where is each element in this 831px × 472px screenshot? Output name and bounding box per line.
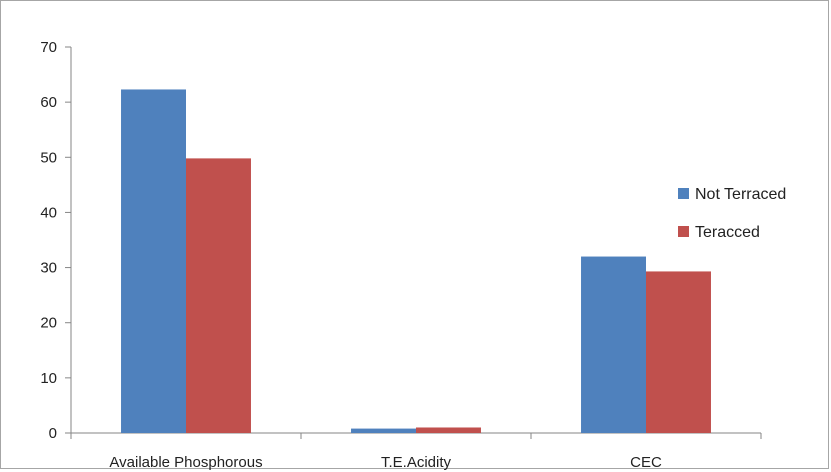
bar [351,428,416,433]
y-tick-label: 10 [40,370,57,387]
bar [121,89,186,434]
y-tick-label: 50 [40,149,57,166]
y-tick-label: 0 [49,425,57,442]
legend-swatch [678,226,689,237]
y-tick-label: 30 [40,260,57,277]
legend-label: Teracced [695,224,760,241]
x-tick-label: CEC [630,454,662,471]
bar [416,427,481,433]
x-tick-labels: Available Phosphorous T.E.Acidity CEC [109,454,662,471]
bar [646,271,711,433]
y-tick-labels: 0 10 20 30 40 50 60 70 [40,39,57,442]
y-tick-label: 70 [40,39,57,56]
legend-swatch [678,188,689,199]
x-tick-label: Available Phosphorous [109,454,262,471]
bar [581,256,646,433]
bars [121,89,711,434]
y-tick-label: 20 [40,315,57,332]
legend-label: Not Terraced [695,186,786,203]
legend: Not Terraced Teracced [678,186,786,241]
x-tick-label: T.E.Acidity [381,454,452,471]
bar [186,158,251,434]
y-tick-label: 40 [40,204,57,221]
y-tick-label: 60 [40,94,57,111]
